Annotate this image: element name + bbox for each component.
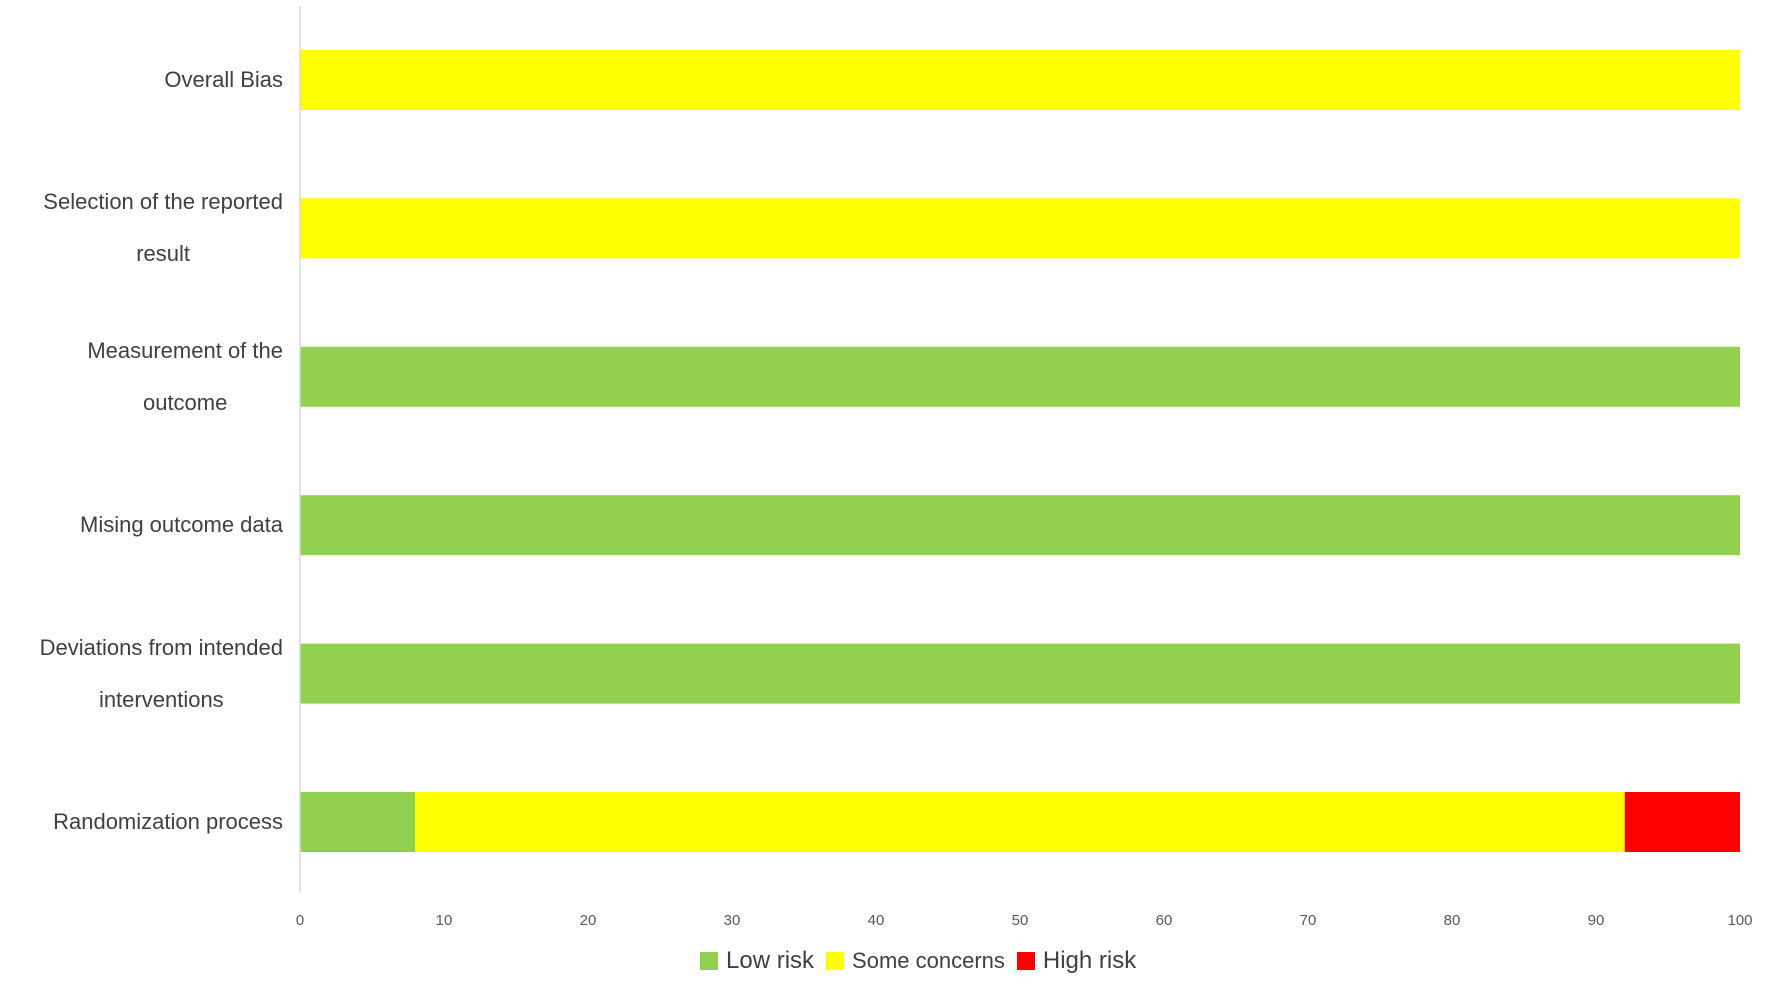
x-tick-label: 20 — [580, 912, 597, 929]
x-tick-label: 50 — [1012, 912, 1029, 929]
x-tick-label: 100 — [1727, 912, 1752, 929]
x-axis-ticks: 0 10 20 30 40 50 60 70 80 90 100 — [296, 912, 1753, 929]
bar-segment-some-concerns-row-0 — [300, 50, 1740, 110]
legend-label-high-risk: High risk — [1042, 947, 1137, 974]
bar-segment-some-concerns-row-5 — [415, 792, 1625, 852]
category-label: Selection of the reported result — [43, 176, 283, 280]
bar-segment-low-risk-row-4 — [300, 643, 1740, 704]
x-tick-label: 0 — [296, 912, 304, 929]
bar-segment-low-risk-row-5 — [300, 792, 416, 852]
x-tick-label: 40 — [868, 912, 885, 929]
x-tick-label: 60 — [1156, 912, 1173, 929]
category-label-line: Randomization process — [53, 809, 283, 834]
legend: Low risk Some concerns High risk — [700, 944, 1148, 978]
bar-segment-low-risk-row-2 — [300, 346, 1740, 407]
category-label-line: Measurement of the — [87, 337, 283, 363]
legend-label-low-risk: Low risk — [726, 947, 815, 974]
category-label-line: outcome — [142, 389, 228, 415]
category-label: Deviations from intended interventions — [40, 622, 283, 726]
x-tick-label: 30 — [724, 912, 741, 929]
category-label-line: Selection of the reported — [43, 189, 283, 215]
legend-item-low-risk: Low risk — [700, 947, 814, 975]
legend-item-high-risk: High risk — [1016, 947, 1137, 975]
legend-swatch-low-risk — [700, 952, 718, 970]
category-label-line: Mising outcome data — [80, 512, 283, 538]
legend-item-some-concerns: Some concerns — [826, 948, 1005, 974]
category-label-line: interventions — [98, 686, 224, 712]
legend-swatch-some-concerns — [826, 952, 845, 970]
category-label: Mising outcome data — [80, 499, 283, 551]
legend-label-some-concerns: Some concerns — [852, 948, 1005, 973]
x-tick-label: 80 — [1444, 912, 1461, 929]
bar-segment-high-risk-row-5 — [1624, 792, 1740, 852]
x-tick-label: 90 — [1588, 912, 1605, 929]
legend-swatch-high-risk — [1016, 952, 1035, 970]
category-label-line: Deviations from intended — [39, 634, 283, 660]
category-label: Measurement of the outcome — [87, 325, 283, 429]
category-label: Randomization process — [53, 796, 283, 848]
bars-group — [300, 50, 1740, 852]
x-tick-label: 10 — [436, 912, 453, 929]
bar-segment-low-risk-row-3 — [300, 495, 1740, 556]
bar-segment-some-concerns-row-1 — [300, 198, 1740, 259]
category-label-line: Overall Bias — [164, 67, 283, 92]
category-label-line: result — [136, 241, 191, 267]
x-tick-label: 70 — [1300, 912, 1317, 929]
category-label: Overall Bias — [164, 54, 283, 106]
